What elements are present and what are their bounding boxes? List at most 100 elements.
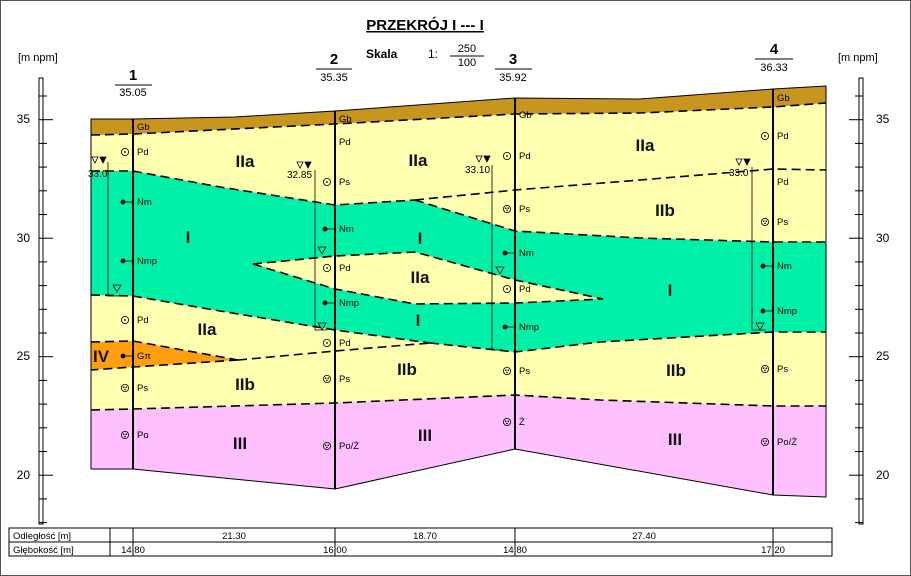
soil-code-b3-4: Pd bbox=[519, 284, 531, 295]
label-IIb-1: IIb bbox=[235, 375, 255, 394]
soil-code-b4-6: Ps bbox=[777, 364, 788, 375]
soil-code-b1-3: Nmp bbox=[137, 256, 157, 267]
borehole-4-elevation: 36.33 bbox=[760, 62, 788, 74]
left-tick-20: 20 bbox=[17, 468, 31, 482]
borehole-2-number: 2 bbox=[330, 51, 338, 68]
soil-code-b3-2: Ps bbox=[519, 204, 530, 215]
right-tick-35: 35 bbox=[876, 112, 890, 126]
depth-borehole-1: 14.80 bbox=[121, 545, 145, 556]
label-I-lower: I bbox=[416, 311, 421, 330]
soil-code-b1-6: Ps bbox=[137, 383, 148, 394]
label-III-2: III bbox=[418, 426, 432, 445]
bottom-table: Odległość [m] Głębokość [m] 21.30 18.70 … bbox=[8, 527, 833, 557]
soil-code-b3-7: Ż bbox=[519, 417, 525, 428]
left-axis-unit: [m npm] bbox=[18, 52, 58, 64]
soil-code-b1-0: Gb bbox=[137, 122, 150, 133]
borehole-1-elevation: 35.05 bbox=[119, 87, 147, 99]
borehole-2-water-level: 32.85 bbox=[287, 170, 312, 181]
depth-borehole-2: 16.00 bbox=[323, 545, 347, 556]
soil-code-b4-7: Po/Ż bbox=[777, 437, 797, 448]
water-marker-small-2 bbox=[317, 246, 327, 255]
label-I-left: I bbox=[186, 228, 191, 247]
water-marker-small-1 bbox=[112, 284, 122, 293]
soil-code-b4-5: Nmp bbox=[777, 306, 797, 317]
borehole-4-water-level: 33.0 bbox=[729, 168, 749, 179]
borehole-4-number: 4 bbox=[770, 41, 779, 58]
left-tick-25: 25 bbox=[17, 349, 31, 363]
label-IIa-3: IIa bbox=[636, 136, 655, 155]
label-I-right: I bbox=[668, 281, 673, 300]
soil-code-b1-2: Nm bbox=[137, 197, 152, 208]
borehole-2-elevation: 35.35 bbox=[320, 72, 348, 84]
boreholes: 1 35.05 33.0 2 35.35 32.85 3 35.92 33.10… bbox=[88, 41, 793, 495]
soil-code-b1-7: Po bbox=[137, 430, 149, 441]
soil-code-b1-1: Pd bbox=[137, 147, 149, 158]
layer-I-main bbox=[91, 171, 826, 352]
soil-code-b3-6: Ps bbox=[519, 366, 530, 377]
label-IIa-lens: IIa bbox=[411, 268, 430, 287]
label-III-3: III bbox=[668, 430, 682, 449]
right-tick-25: 25 bbox=[876, 349, 890, 363]
scale-horizontal: 250 bbox=[458, 43, 476, 55]
layer-IV bbox=[91, 341, 238, 370]
scale-label: Skala bbox=[366, 47, 398, 61]
right-axis-unit: [m npm] bbox=[838, 52, 878, 64]
borehole-3-number: 3 bbox=[509, 51, 517, 68]
table-distance-label: Odległość [m] bbox=[13, 531, 71, 542]
right-tick-30: 30 bbox=[876, 231, 890, 245]
distance-2-3: 18.70 bbox=[413, 531, 437, 542]
soil-code-b2-4: Pd bbox=[339, 263, 351, 274]
borehole-1-water-level: 33.0 bbox=[88, 169, 108, 180]
soil-code-b3-0: Gb bbox=[519, 110, 532, 121]
soil-code-b1-5: Gπ bbox=[137, 351, 151, 362]
borehole-3: 3 35.92 33.10 bbox=[465, 51, 532, 449]
label-IIa-2: IIa bbox=[409, 151, 428, 170]
soil-code-b2-6: Pd bbox=[339, 338, 351, 349]
borehole-3-elevation: 35.92 bbox=[499, 72, 527, 84]
soil-code-b2-5: Nmp bbox=[339, 298, 359, 309]
label-IV: IV bbox=[93, 347, 110, 366]
water-level-marker-2 bbox=[296, 161, 312, 169]
soil-code-b3-5: Nmp bbox=[519, 322, 539, 333]
left-tick-30: 30 bbox=[17, 231, 31, 245]
layer-IIa-lower-left bbox=[91, 295, 430, 360]
depth-borehole-4: 17.20 bbox=[761, 545, 785, 556]
soil-code-b4-4: Nm bbox=[777, 261, 792, 272]
water-marker-small-5 bbox=[317, 322, 327, 331]
soil-code-b2-1: Pd bbox=[339, 137, 351, 148]
label-IIa-lower: IIa bbox=[198, 320, 217, 339]
right-tick-20: 20 bbox=[876, 468, 890, 482]
water-marker-small-4 bbox=[755, 322, 765, 331]
soil-code-b4-2: Pd bbox=[777, 177, 789, 188]
soil-code-b4-3: Ps bbox=[777, 217, 788, 228]
right-elevation-ruler: 35 30 25 20 bbox=[849, 77, 890, 525]
soil-code-b4-0: Gb bbox=[777, 93, 790, 104]
table-depth-label: Głębokość [m] bbox=[13, 545, 74, 556]
topsoil-layer bbox=[91, 86, 826, 135]
distance-3-4: 27.40 bbox=[632, 531, 656, 542]
soil-code-b2-0: Gb bbox=[339, 114, 352, 125]
borehole-2: 2 35.35 32.85 bbox=[287, 51, 352, 489]
label-IIb-2: IIb bbox=[397, 360, 417, 379]
section-title: PRZEKRÓJ I --- I bbox=[366, 16, 484, 34]
soil-code-b2-7: Ps bbox=[339, 374, 350, 385]
soil-code-b2-2: Ps bbox=[339, 177, 350, 188]
label-I-center: I bbox=[418, 229, 423, 248]
layer-IIb-upper-wedge bbox=[415, 169, 826, 242]
scale-prefix: 1: bbox=[428, 47, 438, 61]
soil-code-b4-1: Pd bbox=[777, 131, 789, 142]
soil-code-b2-3: Nm bbox=[339, 224, 354, 235]
layer-IIb-bottom bbox=[91, 332, 826, 410]
layer-III bbox=[91, 395, 826, 497]
borehole-1-number: 1 bbox=[129, 67, 137, 84]
borehole-1: 1 35.05 33.0 bbox=[88, 67, 152, 469]
borehole-4: 4 36.33 33.0 bbox=[729, 41, 793, 495]
label-IIa-1: IIa bbox=[236, 152, 255, 171]
depth-borehole-3: 14.80 bbox=[503, 545, 527, 556]
soil-code-b2-8: Po/Ż bbox=[339, 441, 359, 452]
water-level-marker-1 bbox=[91, 156, 107, 164]
distance-1-2: 21.30 bbox=[222, 531, 246, 542]
label-IIb-upper: IIb bbox=[655, 201, 675, 220]
water-marker-small-3 bbox=[495, 266, 505, 275]
